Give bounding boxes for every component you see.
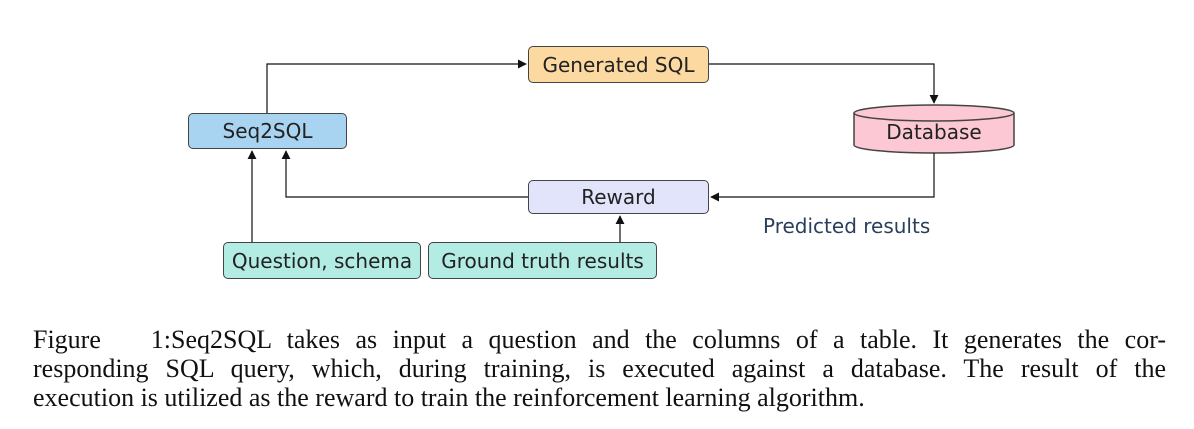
seq2sql-node: Seq2SQL — [188, 113, 347, 149]
arrow-seq2sql-to-generated-sql — [266, 59, 527, 113]
reward-node: Reward — [528, 180, 709, 214]
generated-sql-node: Generated SQL — [528, 46, 709, 83]
question-schema-node: Question, schema — [223, 242, 421, 279]
database-cylinder — [853, 104, 1015, 154]
database-node: Database — [854, 112, 1014, 152]
ground-truth-node: Ground truth results — [428, 242, 657, 279]
arrow-reward-to-seq2sql — [281, 150, 528, 198]
question-schema-label: Question, schema — [231, 248, 413, 273]
ground-truth-label: Ground truth results — [441, 248, 644, 273]
caption-line-3: execution is utilized as the reward to t… — [33, 383, 865, 412]
caption-line-2: responding SQL query, which, during trai… — [33, 354, 1166, 383]
figure-caption: Figure 1:Seq2SQL takes as input a questi… — [33, 325, 1166, 412]
database-label: Database — [886, 120, 982, 144]
caption-line-1-text: Seq2SQL takes as input a question and th… — [171, 325, 1166, 354]
diagram-connectors — [247, 59, 1015, 242]
caption-line-1: Figure 1:Seq2SQL takes as input a questi… — [33, 325, 1166, 354]
predicted-results-label: Predicted results — [763, 214, 931, 238]
seq2sql-label: Seq2SQL — [222, 119, 313, 143]
reward-label: Reward — [581, 185, 656, 209]
architecture-diagram: Generated SQL Seq2SQL Database Reward Qu… — [188, 46, 1015, 279]
arrow-generated-sql-to-database — [709, 63, 939, 104]
caption-label: Figure 1: — [33, 325, 171, 354]
arrow-database-to-reward — [710, 153, 935, 202]
generated-sql-label: Generated SQL — [542, 52, 695, 77]
